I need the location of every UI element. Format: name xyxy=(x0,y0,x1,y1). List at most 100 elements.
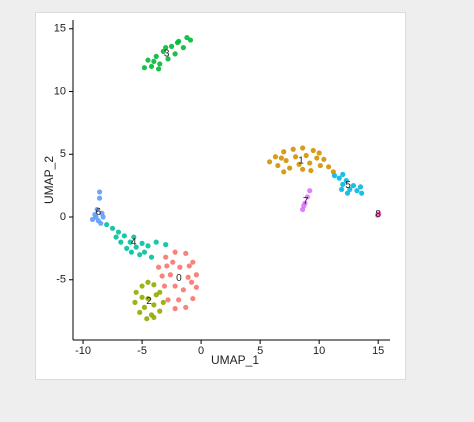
point xyxy=(193,272,199,278)
point xyxy=(118,239,124,245)
point xyxy=(307,188,313,194)
point xyxy=(127,239,133,245)
point xyxy=(124,245,130,251)
point xyxy=(151,302,157,308)
point xyxy=(141,249,148,255)
point xyxy=(148,63,155,70)
cluster-label: 4 xyxy=(131,237,137,248)
point xyxy=(287,165,293,171)
point xyxy=(190,295,196,302)
x-tick-label: -10 xyxy=(75,345,91,357)
point xyxy=(301,203,307,209)
point xyxy=(139,294,145,300)
point xyxy=(186,263,192,269)
point xyxy=(172,306,178,312)
point xyxy=(300,166,306,172)
point xyxy=(283,157,289,164)
point xyxy=(172,249,178,255)
x-tick-label: 15 xyxy=(372,345,384,357)
point xyxy=(189,279,195,285)
point xyxy=(151,58,157,65)
point xyxy=(113,234,119,240)
point xyxy=(359,190,365,196)
point xyxy=(183,250,189,257)
point xyxy=(145,295,151,302)
point xyxy=(272,154,279,160)
point xyxy=(155,264,162,270)
cluster-label: 6 xyxy=(96,207,102,218)
point xyxy=(296,161,302,167)
y-tick-label: 5 xyxy=(60,148,66,160)
point xyxy=(96,195,103,201)
point xyxy=(347,186,353,193)
point xyxy=(109,225,116,231)
point xyxy=(340,171,346,177)
point xyxy=(137,252,143,258)
point xyxy=(141,65,148,71)
point xyxy=(93,214,99,220)
point xyxy=(176,297,182,303)
point xyxy=(121,233,127,239)
point xyxy=(170,259,176,265)
y-tick-label: 0 xyxy=(60,211,66,223)
x-tick-label: 5 xyxy=(257,345,263,357)
point xyxy=(164,263,170,269)
point xyxy=(275,162,281,169)
point xyxy=(331,173,338,179)
point xyxy=(144,316,150,322)
point xyxy=(167,272,174,278)
point xyxy=(344,190,351,196)
point xyxy=(133,244,139,250)
point xyxy=(172,51,178,57)
point xyxy=(340,181,346,187)
cluster-label: 7 xyxy=(303,196,309,207)
point xyxy=(177,264,183,270)
point xyxy=(316,150,322,156)
point xyxy=(131,234,137,240)
point xyxy=(375,212,381,218)
point xyxy=(266,159,273,165)
point xyxy=(133,289,139,295)
point xyxy=(310,147,316,154)
point xyxy=(180,287,186,293)
point xyxy=(321,156,327,162)
point xyxy=(314,155,320,161)
plot-panel xyxy=(35,12,406,380)
cluster-label: 5 xyxy=(345,180,351,191)
point xyxy=(278,155,284,161)
point xyxy=(94,206,100,213)
point xyxy=(98,220,104,226)
point xyxy=(153,53,159,59)
point xyxy=(160,299,166,305)
y-tick-label: 10 xyxy=(54,85,66,97)
cluster-label: 1 xyxy=(298,155,304,166)
point xyxy=(100,214,106,220)
point xyxy=(187,37,194,43)
point xyxy=(290,146,296,152)
point xyxy=(139,240,145,246)
x-axis-label: UMAP_1 xyxy=(211,353,259,367)
point xyxy=(183,304,189,310)
x-tick-label: -5 xyxy=(137,345,147,357)
point xyxy=(161,283,168,289)
point xyxy=(180,45,186,51)
point xyxy=(163,242,169,248)
y-axis-label: UMAP_2 xyxy=(42,156,56,204)
point xyxy=(155,66,162,72)
point xyxy=(151,282,157,288)
point xyxy=(357,184,364,190)
point xyxy=(115,229,122,235)
point xyxy=(326,164,332,170)
point xyxy=(168,43,175,49)
point xyxy=(137,309,143,315)
point xyxy=(153,292,159,298)
point xyxy=(300,145,306,151)
point xyxy=(159,273,165,279)
point xyxy=(303,152,309,159)
point xyxy=(160,48,166,54)
cluster-label: 3 xyxy=(164,48,170,59)
y-tick-label: -5 xyxy=(56,274,66,286)
point xyxy=(172,283,178,289)
point xyxy=(128,249,135,255)
point xyxy=(307,160,313,166)
